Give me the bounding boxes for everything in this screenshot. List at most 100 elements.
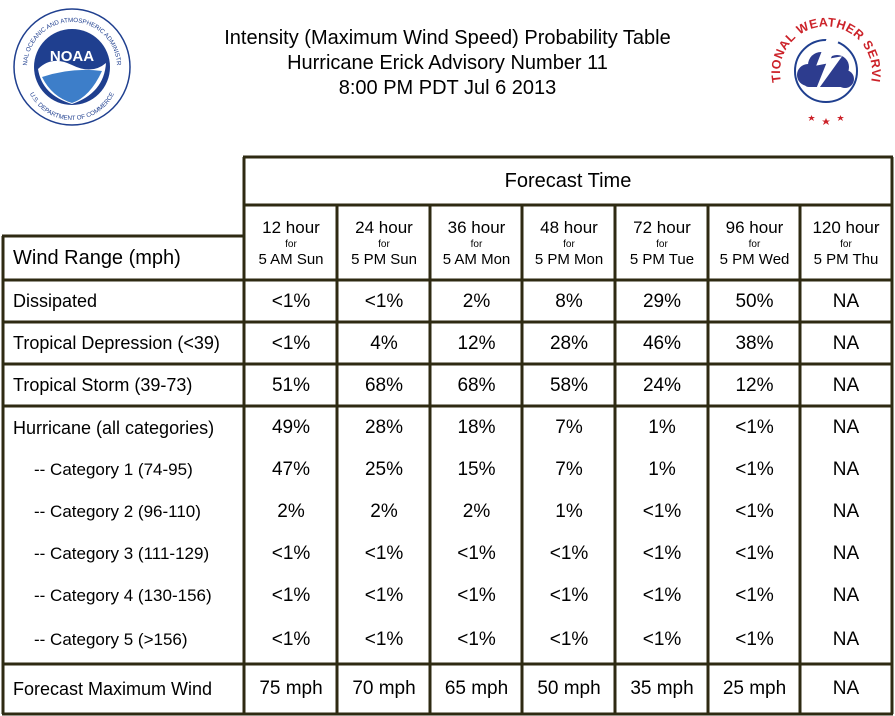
row-label: Forecast Maximum Wind [13,678,213,699]
table-cell: <1% [642,585,682,606]
table-cell: 24% [642,374,682,396]
forecast-time-header: Forecast Time [504,169,632,192]
column-for: for [470,239,483,250]
table-cell: <1% [364,629,404,650]
table-cell: NA [832,459,860,480]
column-for: for [656,239,668,250]
column-hours: 12 hour [262,218,320,237]
table-cell: NA [832,290,860,312]
column-time: 5 PM Tue [629,251,695,268]
table-cell: NA [832,501,860,522]
issued-time: 8:00 PM PDT Jul 6 2013 [338,77,557,99]
noaa-seagull-icon: NOAA NATIONAL OCEANIC AND ATMOSPHERIC AD… [12,7,131,126]
table-cell: <1% [271,332,311,354]
table-cell: 2% [462,290,491,312]
table-cell: 15% [457,459,496,480]
table-cell: 75 mph [259,678,323,699]
column-hours: 24 hour [355,218,413,237]
row-label: -- Category 3 (111-129) [34,544,210,563]
column-for: for [285,239,297,250]
row-label: -- Category 4 (130-156) [34,586,212,605]
table-cell: <1% [642,629,682,650]
column-hours: 120 hour [812,218,880,237]
table-cell: 28% [364,417,404,438]
table-cell: <1% [549,585,589,606]
table-cell: 29% [642,290,682,312]
table-cell: <1% [549,629,589,650]
table-cell: NA [832,585,860,606]
table-cell: 25% [364,459,404,480]
column-hours: 48 hour [540,218,598,237]
row-label: -- Category 2 (96-110) [34,502,201,521]
table-cell: 12% [735,374,774,396]
table-cell: <1% [457,585,496,606]
table-cell: <1% [457,629,496,650]
table-cell: 38% [735,332,774,354]
table-cell: <1% [735,501,774,522]
column-hours: 72 hour [633,218,691,237]
page-title: Intensity (Maximum Wind Speed) Probabili… [180,26,715,101]
table-cell: 58% [549,374,589,396]
table-cell: 50% [735,290,774,312]
table-cell: 1% [648,459,676,480]
table-cell: 2% [277,501,305,522]
table-cell: 7% [555,459,583,480]
table-cell: 47% [271,459,311,480]
noaa-logo-text: NOAA [50,48,94,65]
wind-range-header: Wind Range (mph) [13,246,181,269]
column-hours: 96 hour [725,218,784,237]
table-cell: <1% [271,543,311,564]
column-for: for [840,239,852,250]
column-for: for [563,239,575,250]
table-cell: 1% [648,417,676,438]
column-header: 48 hour for 5 PM Mon [523,207,615,279]
table-cell: <1% [735,417,774,438]
table-cell: 49% [271,417,311,438]
table-cell: 51% [271,374,311,396]
column-for: for [378,239,390,250]
column-time: 5 PM Wed [719,251,790,268]
row-label: -- Category 5 (>156) [34,630,188,649]
noaa-logo: NOAA NATIONAL OCEANIC AND ATMOSPHERIC AD… [12,7,132,127]
table-cell: 4% [370,332,398,354]
table-cell: 50 mph [537,678,601,699]
table-cell: 2% [462,501,491,522]
table-cell: <1% [271,290,311,312]
column-time: 5 PM Sun [351,251,417,268]
table-cell: 1% [555,501,583,522]
row-label: -- Category 1 (74-95) [34,460,193,479]
column-time: 5 AM Mon [442,251,511,268]
table-cell: 25 mph [722,678,787,699]
table-cell: <1% [364,290,404,312]
table-cell: NA [832,543,860,564]
table-cell: <1% [549,543,589,564]
table-cell: <1% [735,543,774,564]
table-cell: <1% [735,629,774,650]
row-label: Dissipated [13,291,98,311]
table-cell: 65 mph [444,678,509,699]
table-cell: 7% [555,417,583,438]
column-for: for [748,239,761,250]
column-header: 12 hour for 5 AM Sun [245,207,337,279]
table-cell: <1% [642,501,682,522]
table-cell: 68% [364,374,404,396]
advisory-title: Hurricane Erick Advisory Number 11 [287,52,608,74]
table-cell: <1% [735,459,774,480]
table-cell: 46% [642,332,682,354]
table-title: Intensity (Maximum Wind Speed) Probabili… [224,27,671,49]
column-header: 24 hour for 5 PM Sun [338,207,430,279]
table-cell: NA [832,332,860,354]
table-cell: 28% [549,332,589,354]
table-cell: <1% [364,585,404,606]
column-time: 5 PM Mon [534,251,604,268]
column-hours: 36 hour [447,218,506,237]
row-label: Hurricane (all categories) [13,417,215,438]
table-cell: <1% [271,585,311,606]
table-cell: <1% [457,543,496,564]
table-cell: <1% [642,543,682,564]
table-cell: NA [832,678,860,699]
column-header: 96 hour for 5 PM Wed [709,207,800,279]
table-cell: <1% [735,585,774,606]
table-cell: 35 mph [630,678,694,699]
